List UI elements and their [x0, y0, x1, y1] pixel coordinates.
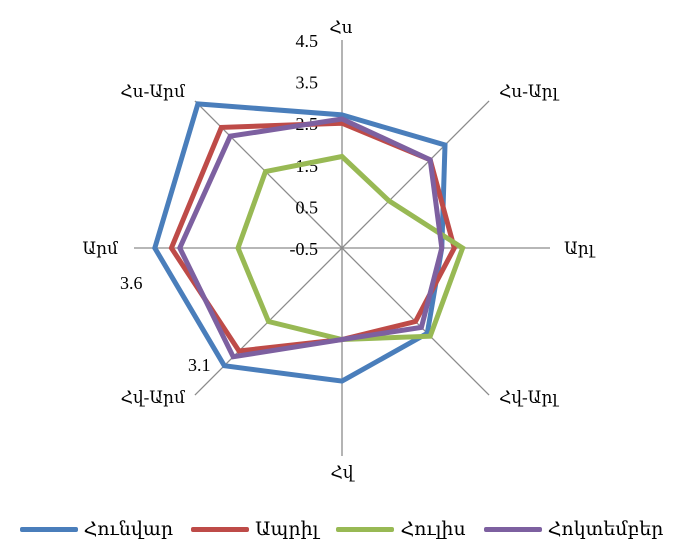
- legend-item: Հուլիս: [336, 518, 466, 541]
- tick-label: 4.5: [296, 31, 319, 51]
- annotation-label: 3.6: [120, 273, 143, 293]
- spoke: [194, 100, 343, 249]
- legend-label: Հունվար: [83, 518, 174, 540]
- axis-label: Հս: [329, 18, 352, 37]
- annotation-label: 3.1: [188, 355, 211, 375]
- series-line: [177, 116, 445, 360]
- legend-swatch: [191, 526, 250, 532]
- legend-label: Ապրիլ: [255, 518, 319, 540]
- legend-label: Հոկտեմբեր: [547, 518, 664, 540]
- annotations: 3.6 3.1: [120, 273, 211, 375]
- legend-item: Հունվար: [19, 518, 174, 541]
- axis-labels: Հս Հս-Արլ Արլ Հվ-Արլ Հվ Հվ-Արմ Արմ Հս-Արմ: [82, 18, 595, 482]
- legend-swatch: [483, 526, 542, 532]
- axis-label: Հս-Արլ: [499, 82, 560, 101]
- legend-item: Հոկտեմբեր: [483, 518, 664, 541]
- legend-swatch: [19, 526, 78, 532]
- radial-tick-labels: -0.50.51.52.53.54.5: [290, 31, 319, 259]
- radar-chart: -0.50.51.52.53.54.5 ՀսՀս-ԱրլԱրլՀվ-ԱրլՀվՀ…: [82, 18, 595, 482]
- legend-swatch: [336, 526, 395, 532]
- spoke: [341, 100, 490, 249]
- legend: Հունվար Ապրիլ Հուլիս Հոկտեմբեր: [0, 512, 683, 546]
- tick-label: 0.5: [296, 197, 319, 217]
- series-group: [152, 101, 466, 384]
- axis-label: Արլ: [564, 239, 596, 258]
- legend-label: Հուլիս: [400, 518, 466, 540]
- series-line: [152, 101, 448, 384]
- axis-label: Հս-Արմ: [120, 82, 186, 101]
- axis-label: Արմ: [82, 239, 119, 258]
- axis-label: Հվ-Արլ: [499, 388, 559, 407]
- tick-label: -0.5: [290, 239, 319, 259]
- axis-label: Հվ: [331, 463, 355, 482]
- legend-item: Ապրիլ: [191, 518, 318, 541]
- tick-label: 3.5: [296, 73, 319, 93]
- axis-label: Հվ-Արմ: [121, 388, 186, 407]
